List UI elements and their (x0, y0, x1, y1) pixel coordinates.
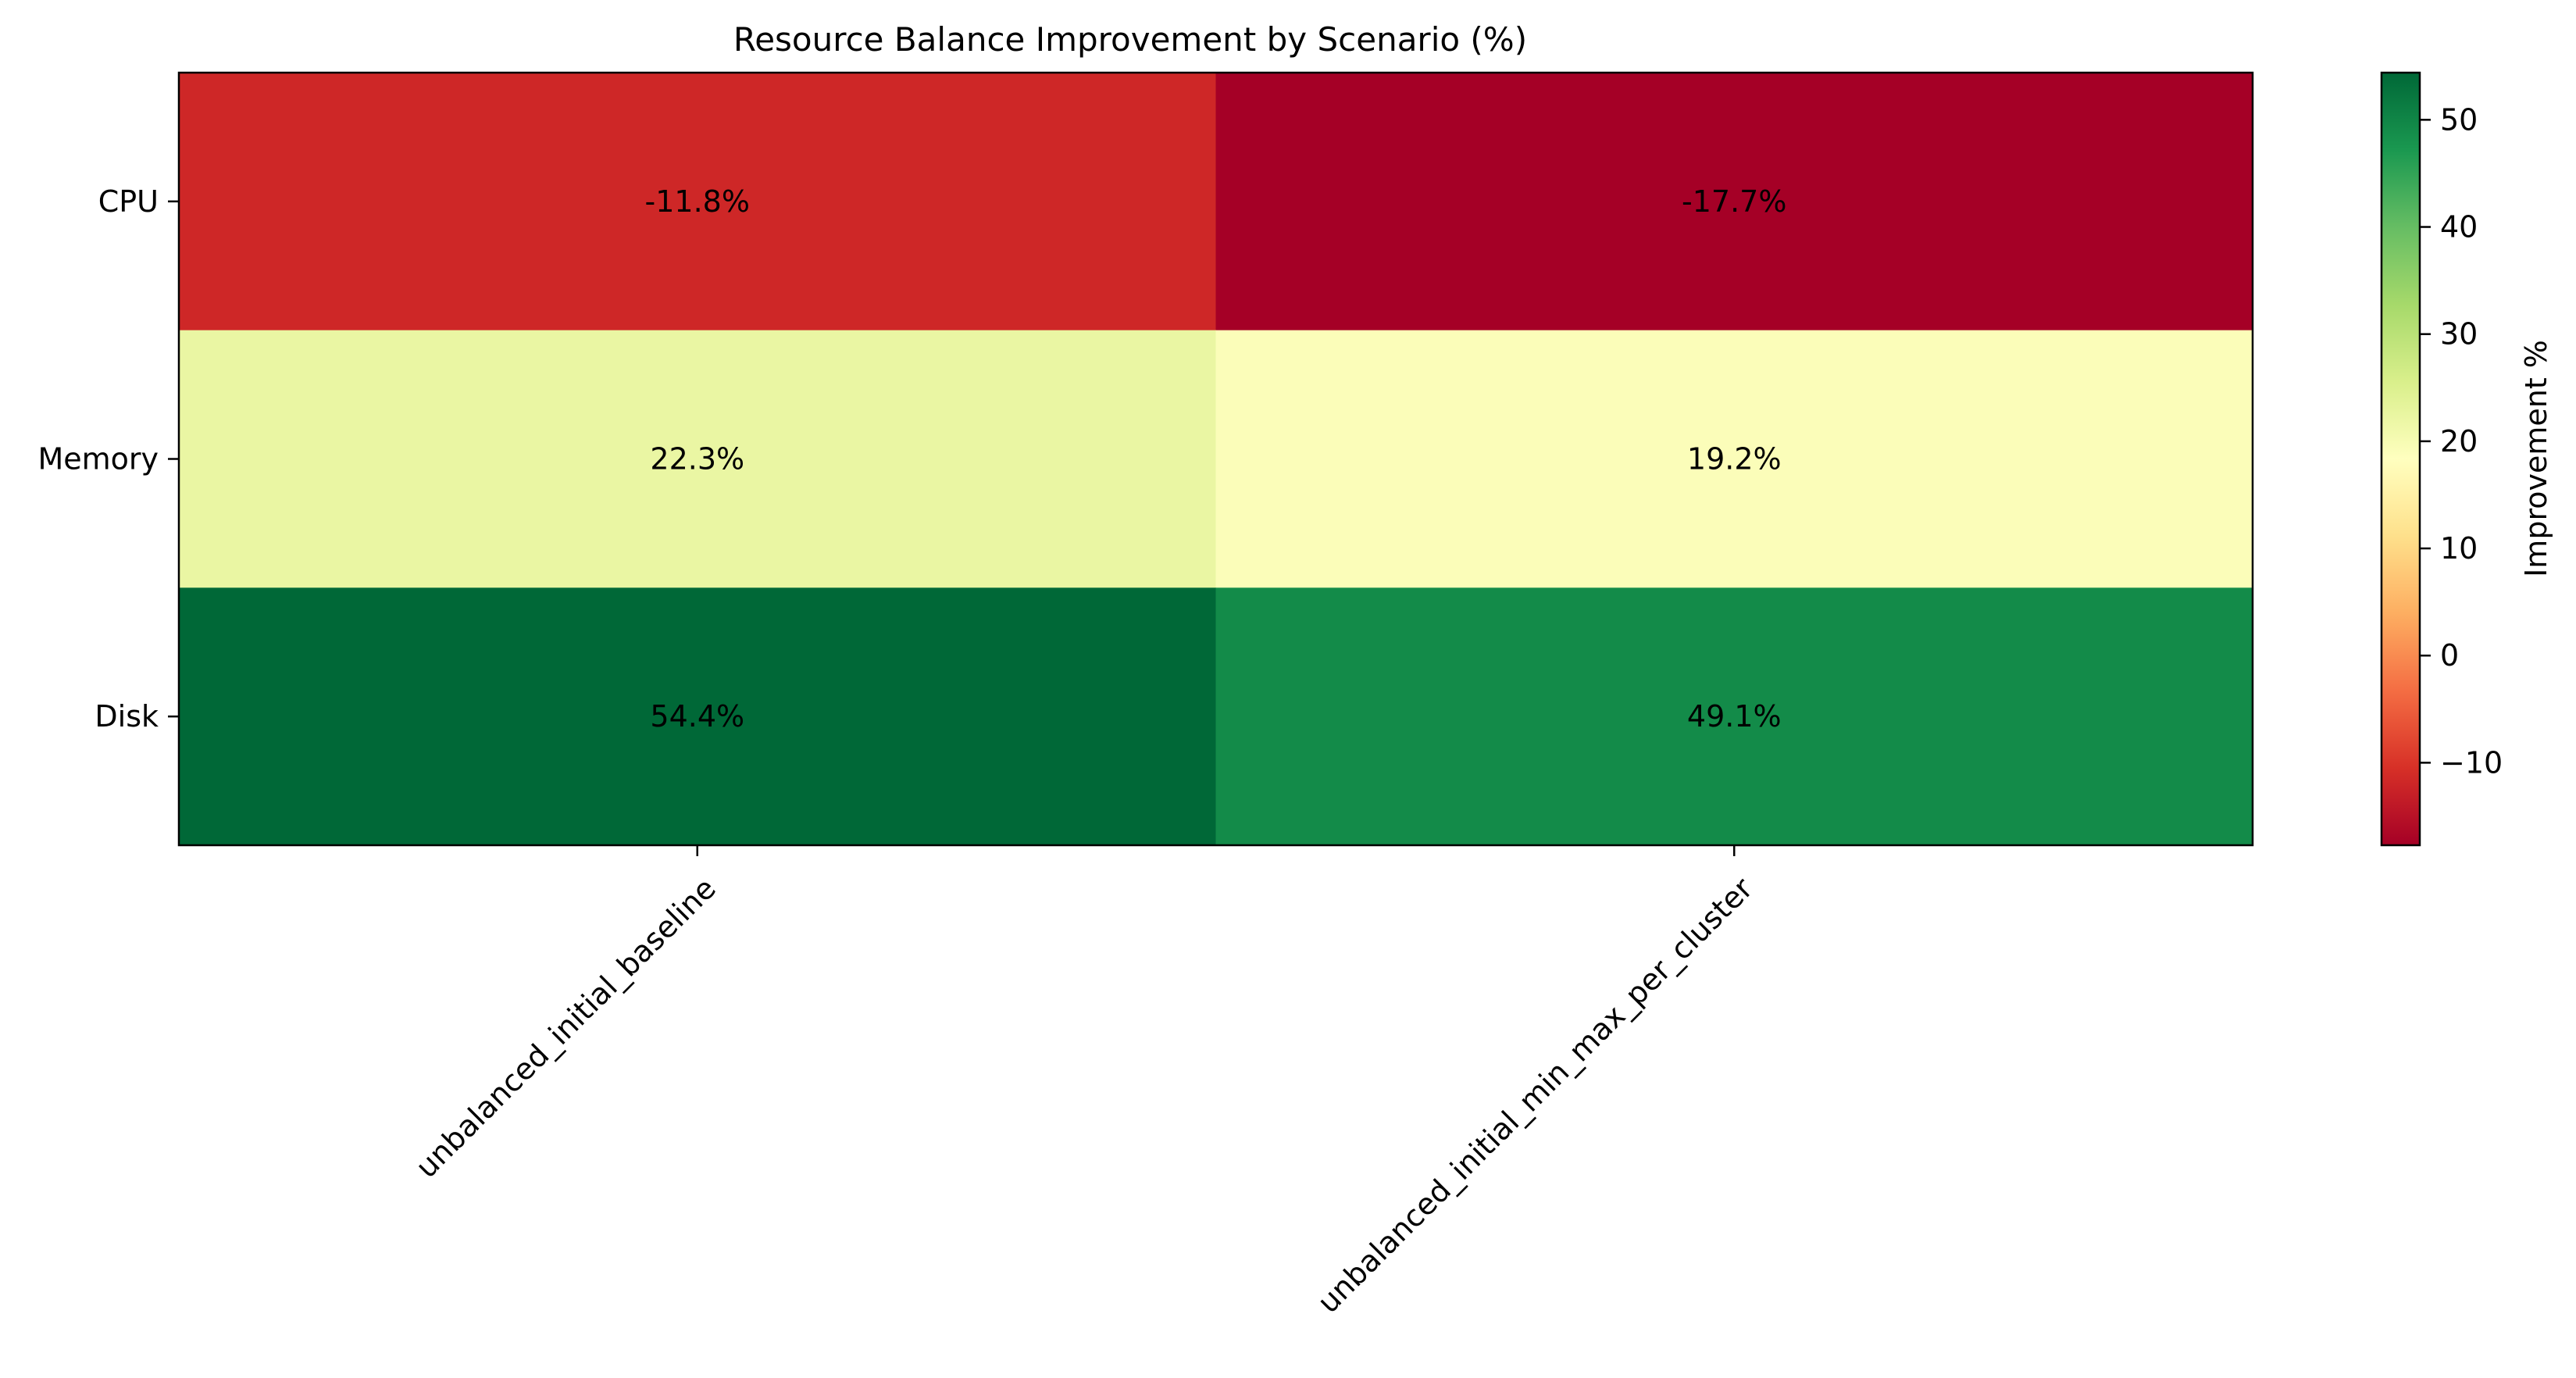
heatmap-cells (179, 73, 2253, 846)
chart-title: Resource Balance Improvement by Scenario… (733, 20, 1527, 59)
cell-value-label: 22.3% (650, 442, 744, 477)
colorbar (2380, 71, 2421, 847)
cell-value-label: 54.4% (650, 699, 744, 734)
cell-value-label: -17.7% (1682, 184, 1786, 219)
heatmap-cell-labels: -11.8% -17.7% 22.3% 19.2% 54.4% 49.1% (645, 184, 1787, 734)
colorbar-tick-label: −10 (2440, 745, 2503, 780)
x-tick-label: unbalanced_initial_baseline (409, 871, 722, 1184)
y-tick-label: Disk (95, 699, 159, 734)
x-tick-label: unbalanced_initial_min_max_per_cluster (1311, 871, 1760, 1320)
cell-value-label: -11.8% (645, 184, 750, 219)
colorbar-tick-label: 40 (2440, 210, 2478, 245)
heatmap-cell-disk-2 (1215, 587, 2253, 846)
heatmap-cell-memory-1 (179, 330, 1216, 588)
colorbar-axis: −10 0 10 20 30 40 50 (2420, 102, 2503, 780)
heatmap-cell-memory-2 (1215, 330, 2253, 588)
heatmap-cell-cpu-2 (1215, 73, 2253, 331)
colorbar-tick-label: 10 (2440, 531, 2478, 566)
heatmap-cell-cpu-1 (179, 73, 1216, 331)
y-axis: CPU Memory Disk (37, 184, 179, 734)
colorbar-label: Improvement % (2519, 340, 2553, 577)
cell-value-label: 19.2% (1687, 442, 1782, 477)
x-axis: unbalanced_initial_baseline unbalanced_in… (409, 845, 1760, 1319)
cell-value-label: 49.1% (1687, 699, 1782, 734)
colorbar-tick-label: 0 (2440, 638, 2459, 673)
colorbar-tick-label: 50 (2440, 102, 2478, 137)
y-tick-label: CPU (98, 184, 159, 219)
heatmap-cell-disk-1 (179, 587, 1216, 846)
y-tick-label: Memory (37, 442, 159, 477)
colorbar-tick-label: 20 (2440, 424, 2478, 459)
colorbar-tick-label: 30 (2440, 317, 2478, 352)
